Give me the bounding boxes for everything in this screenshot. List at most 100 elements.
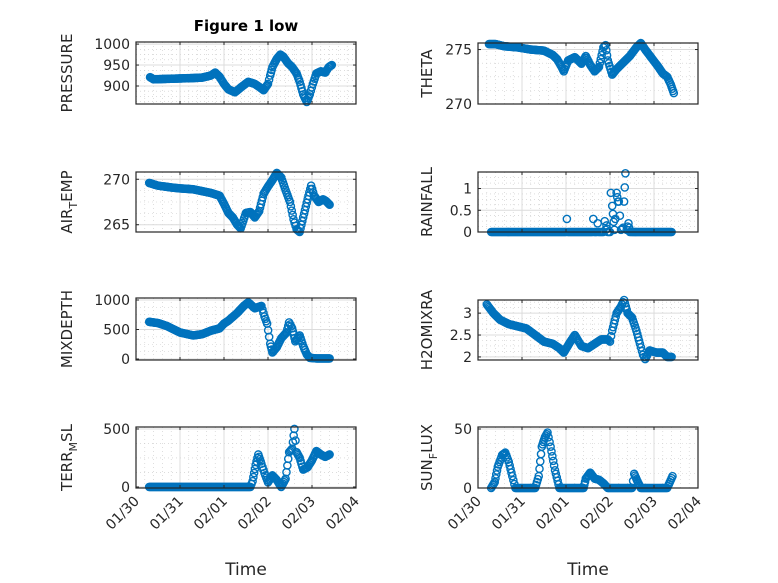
y-axis-label: MIXDEPTH (58, 290, 76, 368)
y-tick-label: 50 (454, 422, 472, 438)
y-tick-label: 0 (463, 481, 472, 497)
y-axis-label: H2OMIXRA (418, 289, 436, 370)
subplot-sun-flux: 0 50 01/30 01/31 02/01 02/02 02/03 02/04 Time SUN… (418, 422, 705, 580)
data-point (233, 221, 243, 230)
subplot-terr-msl: 0 500 01/30 01/31 02/01 02/02 02/03 02/04 Time TE… (58, 422, 363, 580)
y-tick-label: 2 (463, 350, 472, 366)
x-tick-label: 02/04 (323, 493, 363, 533)
axes-box (477, 171, 699, 233)
x-axis-label: Time (566, 560, 609, 580)
y-tick-label: 0.5 (450, 203, 472, 219)
data-point (595, 58, 605, 68)
axes-box (477, 299, 699, 361)
data-point (669, 88, 679, 98)
data-point (249, 468, 259, 478)
x-tick-label: 01/30 (445, 494, 485, 534)
data-point (605, 337, 615, 346)
data-point (262, 80, 272, 90)
data-point (606, 331, 616, 341)
y-tick-label: 950 (103, 58, 130, 74)
data-point (248, 476, 257, 486)
data-point (616, 225, 626, 235)
data-point (612, 188, 621, 198)
data-point (259, 308, 268, 318)
data-point (621, 169, 630, 178)
data-point (491, 473, 500, 483)
data-series (484, 38, 679, 98)
data-point (323, 198, 333, 208)
x-tick-label: 02/01 (533, 494, 573, 534)
data-point (548, 456, 558, 466)
data-point (592, 65, 601, 74)
data-point (588, 214, 598, 224)
y-axis-label: PRESSURE (58, 34, 76, 113)
y-tick-label: 0 (121, 480, 130, 496)
data-series (144, 424, 334, 492)
data-point (249, 472, 258, 482)
data-point (491, 470, 501, 479)
y-tick-label: 900 (103, 79, 130, 95)
axes-box (477, 426, 699, 489)
y-tick-label: 1000 (94, 293, 130, 309)
axes-box (135, 426, 357, 489)
y-axis-label: RAINFALL (418, 166, 436, 237)
data-point (286, 202, 296, 211)
data-point (604, 336, 614, 345)
x-tick-label: 02/02 (235, 494, 275, 534)
data-point (602, 45, 611, 55)
y-tick-label: 265 (103, 218, 130, 234)
x-tick-label: 01/30 (103, 494, 143, 534)
data-point (543, 428, 552, 437)
data-point (263, 79, 273, 89)
data-point (286, 445, 296, 455)
data-point (562, 214, 572, 224)
data-point (327, 60, 337, 70)
data-point (546, 442, 555, 452)
axes-box (135, 41, 357, 105)
data-point (625, 311, 635, 321)
subplot-pressure: 900 950 1000 PRESSURE Figure 1 low (58, 17, 357, 113)
data-series (144, 168, 334, 237)
data-point (324, 199, 334, 209)
data-point (287, 206, 297, 215)
x-axis-label: Time (224, 560, 267, 580)
y-axis-label: SUNFLUX (418, 424, 440, 491)
subplot-h2omixra: 2 2.5 3 H2OMIXRA (418, 289, 699, 370)
data-point (593, 63, 603, 73)
y-axis-label: AIRTEMP (58, 170, 80, 233)
y-axis-label: THETA (418, 49, 436, 99)
axes-box (135, 297, 357, 361)
data-point (291, 436, 300, 445)
data-point (615, 211, 625, 220)
data-point (624, 219, 633, 228)
data-point (614, 197, 624, 206)
data-series (144, 298, 334, 363)
data-point (547, 447, 556, 456)
x-tick-label: 02/04 (665, 493, 705, 533)
data-series (486, 428, 677, 493)
data-point (322, 197, 332, 207)
data-point (548, 451, 557, 461)
data-point (285, 197, 295, 207)
data-point (508, 471, 517, 481)
y-tick-label: 270 (445, 97, 472, 113)
data-point (594, 62, 604, 72)
data-point (507, 468, 516, 477)
y-axis-label: TERRMSL (58, 423, 80, 492)
data-point (325, 354, 334, 363)
y-tick-label: 3 (463, 306, 472, 322)
y-tick-label: 1000 (94, 37, 130, 53)
data-point (601, 40, 610, 50)
data-point (619, 197, 629, 206)
y-tick-label: 500 (103, 422, 130, 438)
data-point (490, 477, 500, 487)
data-point (668, 471, 677, 481)
plot-area (478, 172, 698, 232)
x-tick-label: 02/03 (621, 494, 661, 534)
y-tick-label: 500 (103, 323, 130, 339)
subplot-theta: 270 275 THETA (418, 38, 699, 113)
data-point (606, 188, 616, 198)
data-point (607, 201, 617, 211)
data-point (602, 51, 612, 60)
